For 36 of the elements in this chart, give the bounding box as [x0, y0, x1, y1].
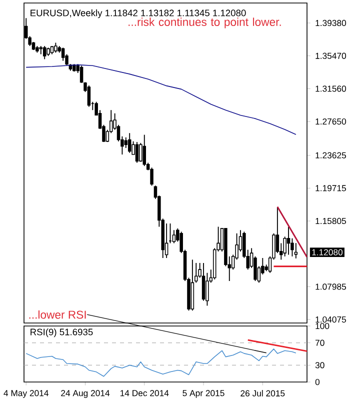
- x-tick-label: 4 May 2014: [4, 390, 48, 398]
- candlestick: [128, 132, 132, 154]
- text: 1.12080: [312, 249, 343, 256]
- y-tick-label: 1.31560: [316, 86, 346, 92]
- y-tick-label: 100: [316, 322, 330, 330]
- x-tick-label: 14 Dec 2014: [120, 390, 169, 396]
- y-tick-label: 30: [315, 362, 324, 368]
- candlestick: [87, 85, 91, 108]
- x-tick-label: 26 Jul 2015: [240, 390, 285, 396]
- line-series: [26, 348, 296, 377]
- y-tick-label: 0: [315, 378, 320, 386]
- candlestick: [286, 226, 290, 256]
- y-tick-label: 1.35470: [316, 52, 346, 59]
- candlestick: [142, 134, 146, 166]
- candlestick: [42, 46, 46, 60]
- y-tick-label: 1.15805: [316, 218, 346, 224]
- y-tick-label: 1.27650: [316, 118, 346, 125]
- candlestick: [124, 136, 128, 148]
- y-tick-label: 1.19715: [316, 185, 346, 192]
- chart-title: RSI(9) 51.6935: [30, 328, 93, 338]
- candlestick: [202, 262, 206, 302]
- text: EURUSD,Weekly 1.11842 1.13182 1.11345 1.12080: [30, 9, 246, 18]
- annotation: ...lower RSI: [29, 310, 86, 319]
- y-tick-label: 1.23625: [316, 152, 346, 158]
- y-tick-label: 1.39380: [316, 20, 346, 26]
- candlestick: [172, 230, 176, 244]
- annotation: ...risk continues to point lower.: [128, 18, 281, 28]
- x-tick-label: 5 Apr 2015: [182, 390, 224, 398]
- line-series: [26, 64, 296, 135]
- candlestick: [54, 42, 58, 54]
- x-tick-label: 24 Aug 2014: [61, 390, 110, 398]
- y-tick-label: 70: [315, 340, 324, 346]
- y-tick-label: 1.04075: [316, 316, 346, 323]
- y-tick-label: 1.07985: [316, 284, 346, 290]
- candlestick: [135, 142, 139, 164]
- candlestick: [61, 47, 65, 62]
